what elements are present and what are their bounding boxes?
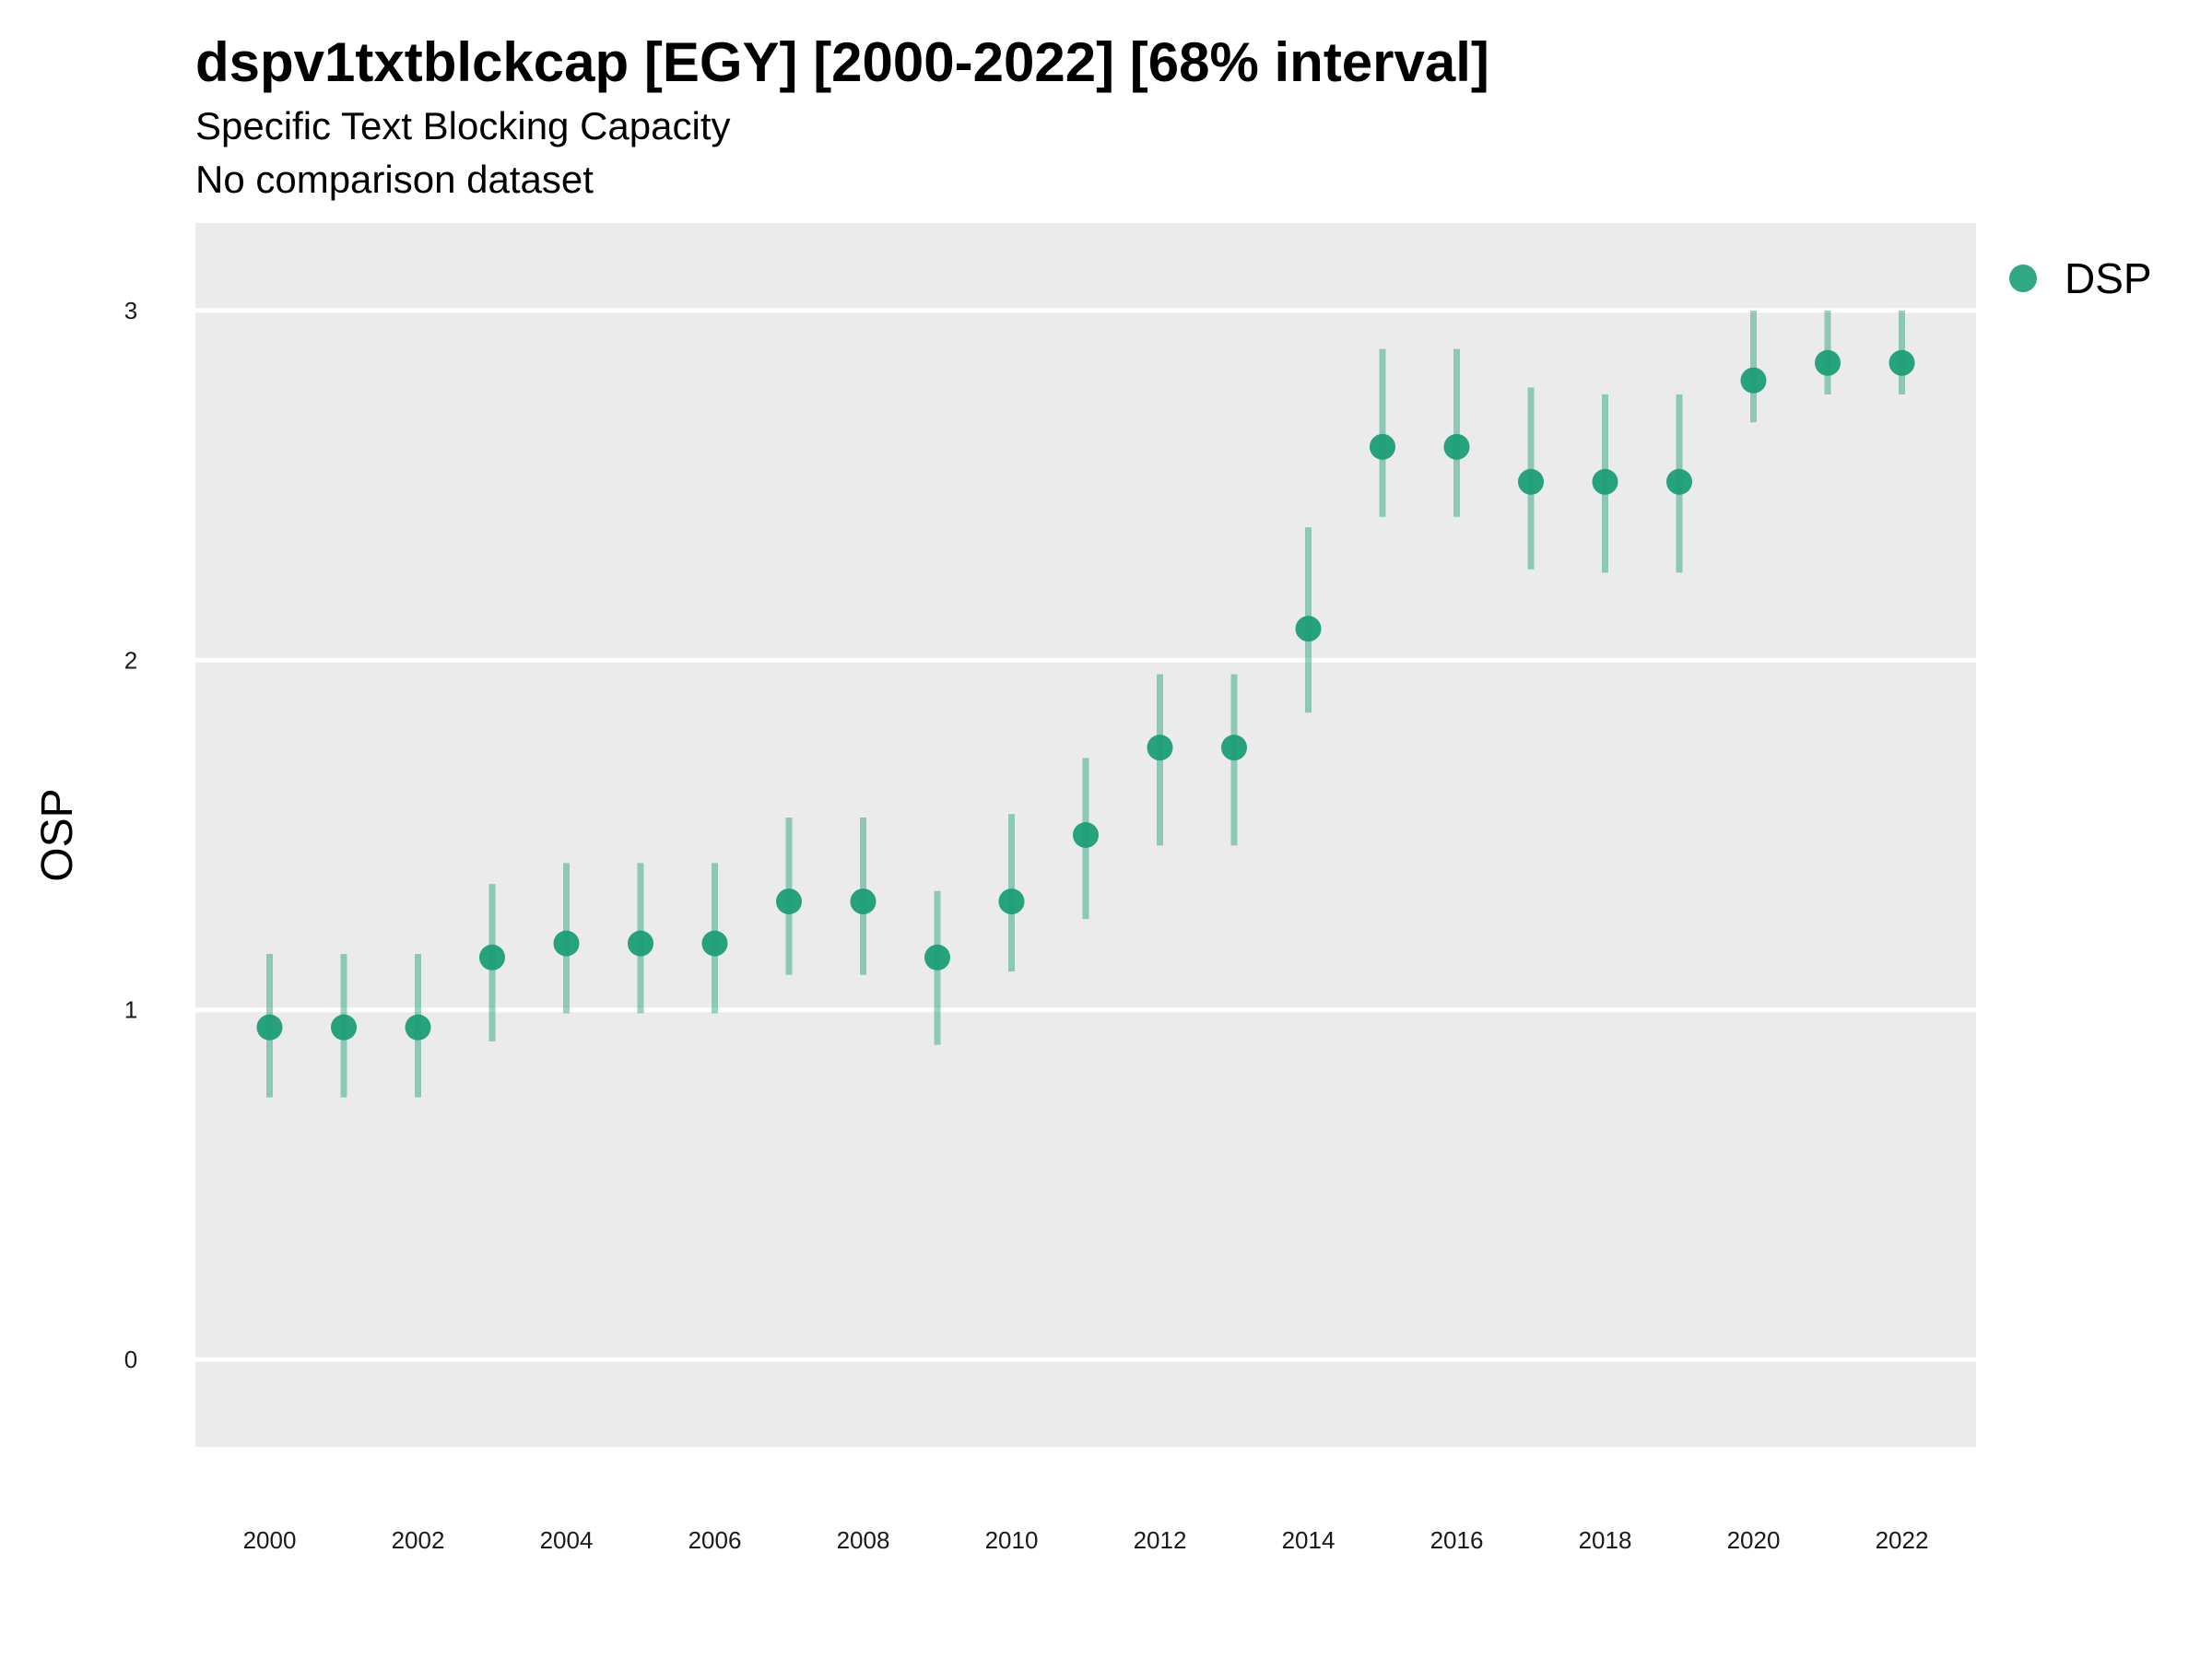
data-point[interactable] — [1518, 468, 1544, 495]
x-tick-label: 2012 — [1134, 1526, 1187, 1554]
y-tick-label: 0 — [124, 1346, 137, 1373]
data-point[interactable] — [256, 1014, 283, 1041]
chart-caption: No comparison dataset — [195, 158, 594, 201]
data-point[interactable] — [850, 888, 877, 915]
data-point[interactable] — [628, 930, 653, 957]
data-point[interactable] — [1295, 616, 1322, 642]
y-tick-label: 3 — [124, 297, 137, 324]
x-tick-label: 2004 — [540, 1526, 594, 1554]
data-point[interactable] — [331, 1014, 357, 1041]
data-point[interactable] — [924, 944, 950, 971]
legend-marker-dsp[interactable] — [2009, 265, 2037, 292]
data-point[interactable] — [1221, 735, 1247, 761]
y-axis-label: OSP — [33, 788, 82, 881]
data-point[interactable] — [1592, 468, 1618, 495]
data-point[interactable] — [1370, 433, 1395, 460]
data-point[interactable] — [998, 888, 1025, 915]
data-point[interactable] — [776, 888, 802, 915]
y-tick-label: 2 — [124, 646, 137, 674]
x-tick-label: 2018 — [1579, 1526, 1632, 1554]
data-point[interactable] — [1073, 822, 1099, 848]
data-points — [256, 349, 1915, 1041]
y-axis-ticks: 0 1 2 3 — [124, 297, 137, 1373]
x-tick-label: 2010 — [985, 1526, 1039, 1554]
legend-label-dsp[interactable]: DSP — [2065, 254, 2152, 302]
x-tick-label: 2016 — [1430, 1526, 1484, 1554]
data-point[interactable] — [553, 930, 580, 957]
data-point[interactable] — [1815, 349, 1841, 376]
gridlines — [195, 308, 1976, 1362]
chart-subtitle: Specific Text Blocking Capacity — [195, 104, 731, 147]
data-point[interactable] — [701, 930, 728, 957]
x-tick-label: 2014 — [1282, 1526, 1335, 1554]
y-tick-label: 1 — [124, 996, 137, 1024]
x-tick-label: 2006 — [688, 1526, 742, 1554]
data-point[interactable] — [1147, 735, 1173, 761]
data-point[interactable] — [1740, 367, 1767, 394]
chart-title: dspv1txtblckcap [EGY] [2000-2022] [68% i… — [195, 31, 1489, 93]
x-tick-label: 2000 — [243, 1526, 297, 1554]
data-point[interactable] — [1666, 468, 1692, 495]
data-point[interactable] — [405, 1014, 431, 1041]
x-axis-ticks: 2000 2002 2004 2006 2008 2010 2012 2014 2016 2018… — [243, 1526, 1929, 1554]
x-tick-label: 2022 — [1876, 1526, 1929, 1554]
x-tick-label: 2020 — [1727, 1526, 1781, 1554]
data-point[interactable] — [1888, 349, 1915, 376]
data-point[interactable] — [479, 944, 505, 971]
data-point[interactable] — [1443, 433, 1470, 460]
x-tick-label: 2002 — [392, 1526, 445, 1554]
x-tick-label: 2008 — [837, 1526, 890, 1554]
legend: DSP — [2009, 254, 2152, 302]
